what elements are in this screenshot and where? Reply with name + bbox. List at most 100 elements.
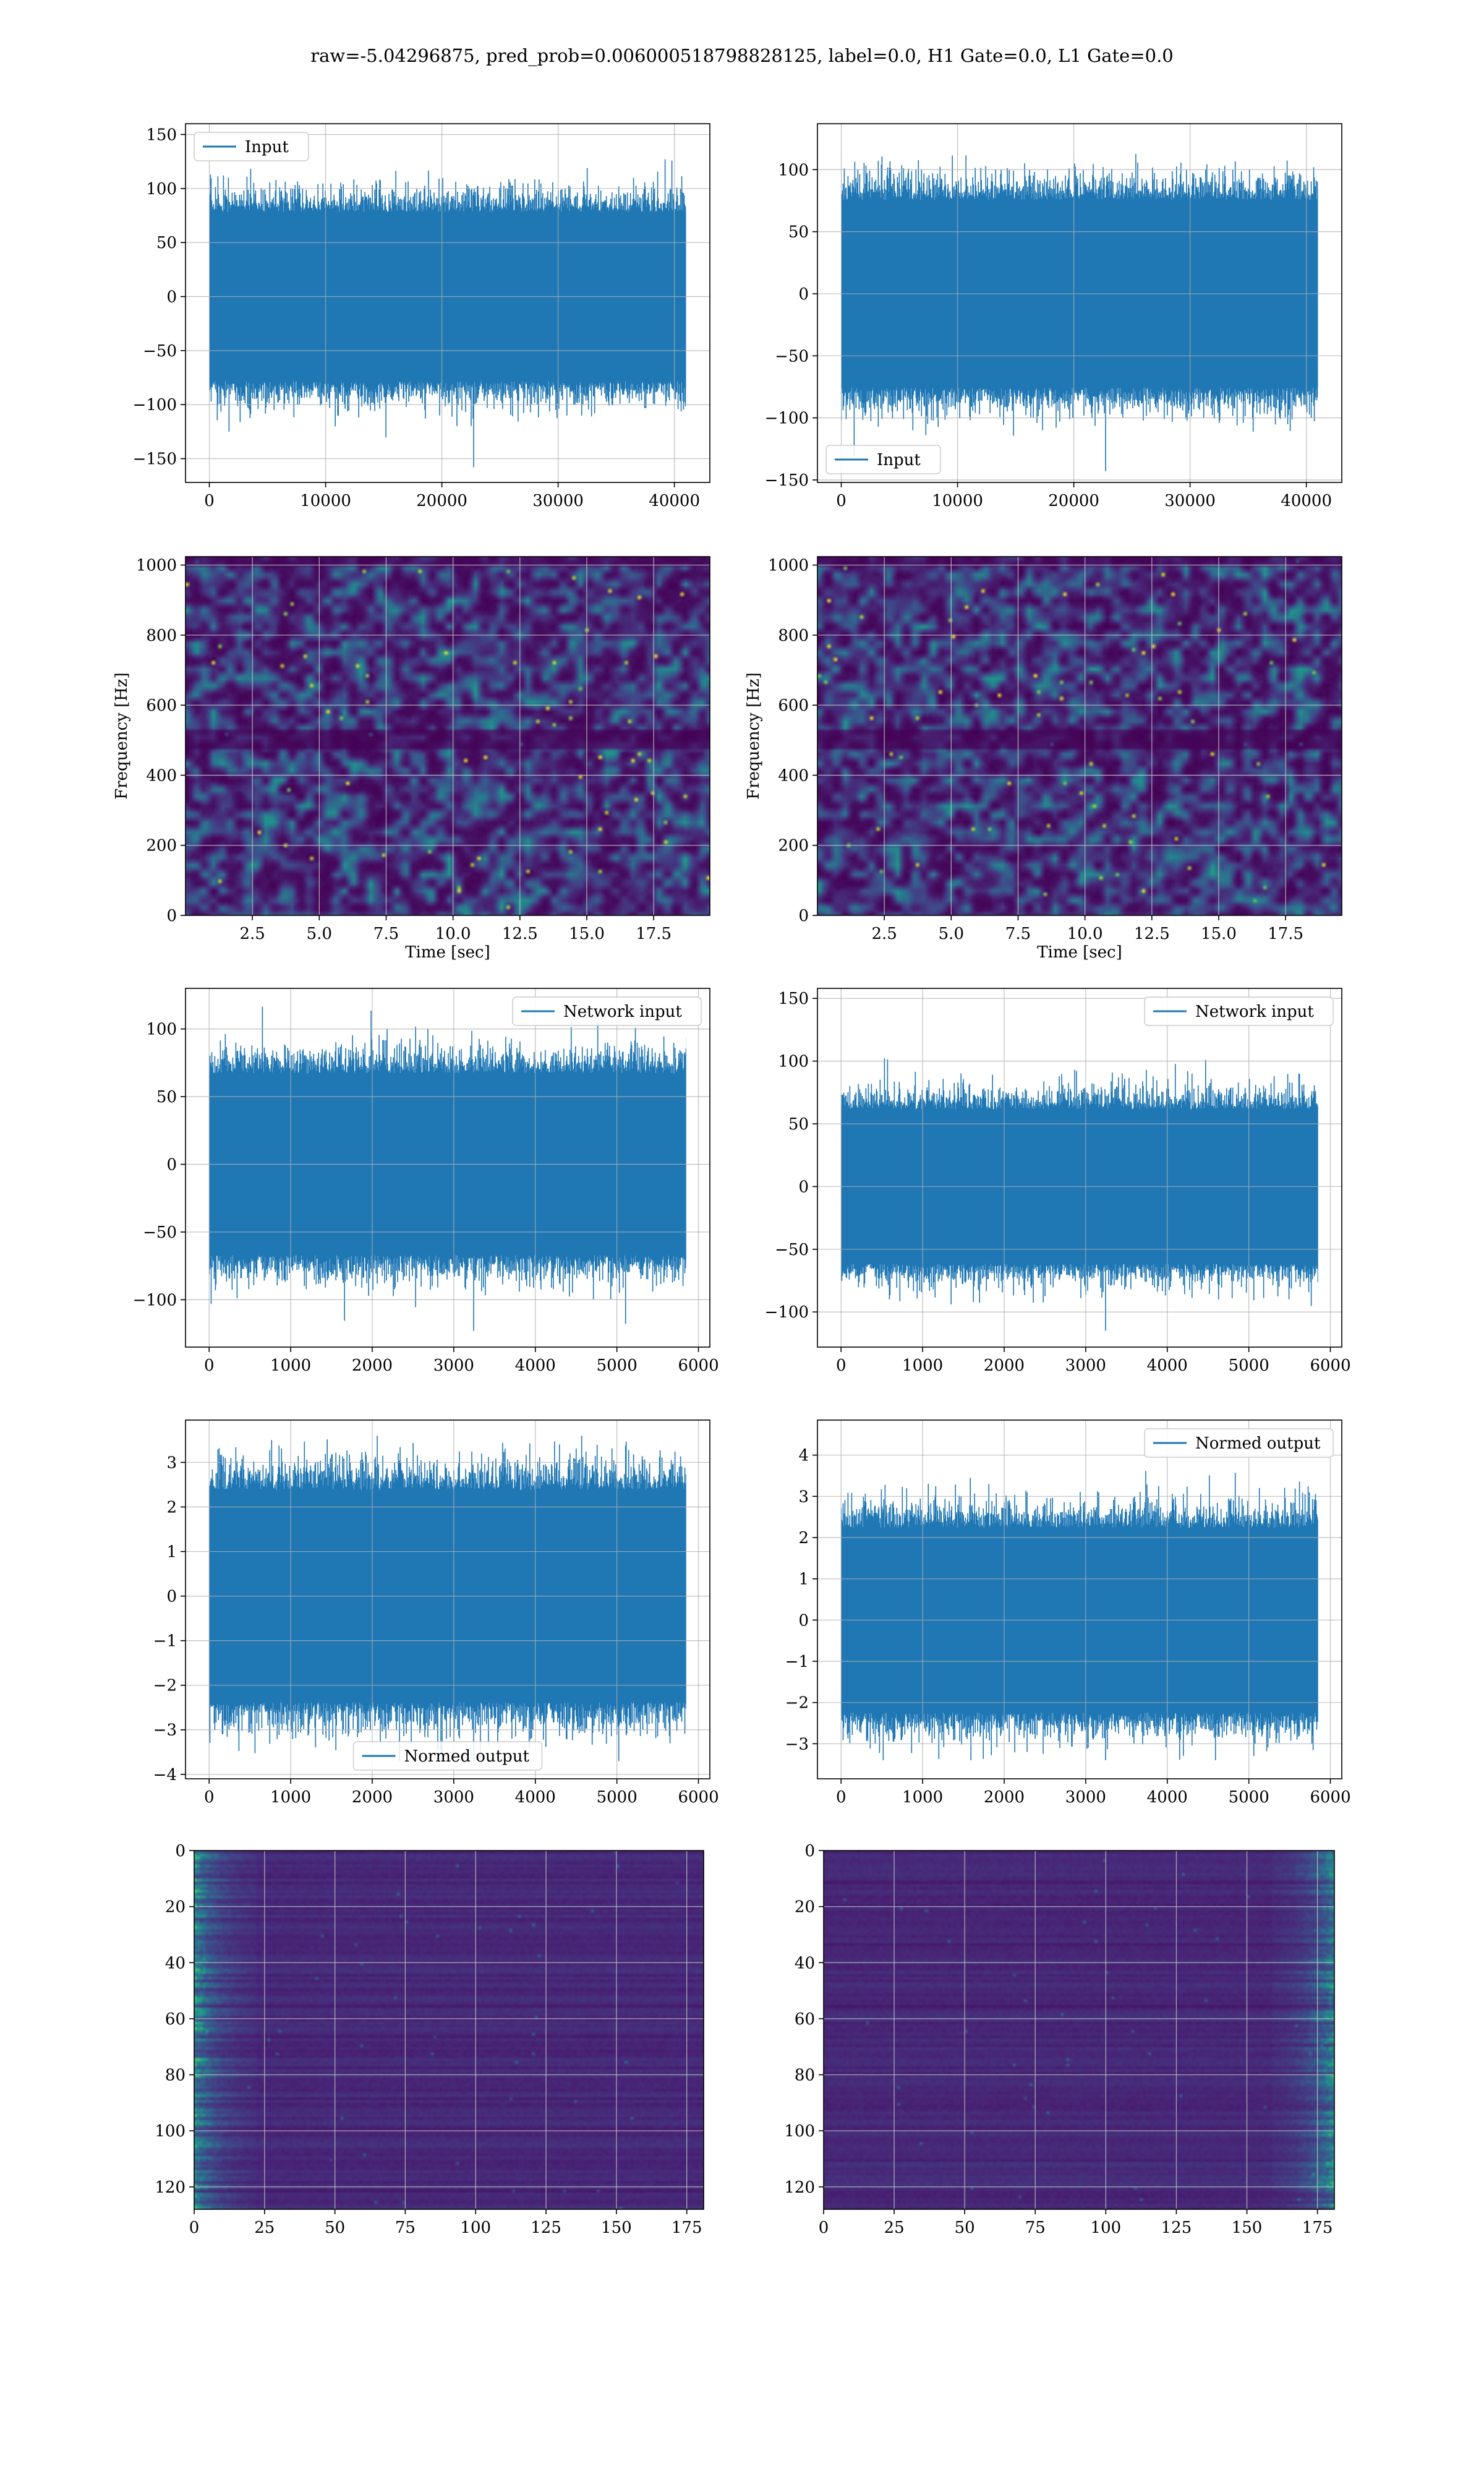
panel-p41: 0 25 50 75 100 125 150 175 0 20 40 60 80 100 120 [784,1842,1335,2237]
y-tick-label: −2 [785,1694,809,1713]
x-tick-label: 4000 [515,1788,556,1807]
panel-p10: 2.5 5.0 7.5 10.0 12.5 15.0 17.5 0 200 400 600 800 10… [113,556,710,962]
panel-p20: 0 1000 2000 3000 4000 5000 6000 −100 −50 0 50 100 Ne… [133,988,719,1375]
y-tick-label: 100 [784,2122,815,2141]
x-tick-label: 15.0 [1201,925,1237,943]
panel-p01: 0 10000 20000 30000 40000 −150 −100 −50 0 50 100 In… [765,123,1342,510]
legend-box [352,1741,543,1771]
x-tick-label: 3000 [1065,1788,1106,1807]
x-tick-label: 5.0 [307,925,332,943]
x-tick-label: 25 [254,2219,275,2237]
y-tick-label: 0 [166,1156,177,1175]
y-axis-label: Frequency [Hz] [744,672,763,800]
y-tick-label: 50 [156,1088,177,1106]
y-tick-label: 100 [146,180,177,199]
x-tick-label: 7.5 [1005,925,1031,943]
y-tick-label: 0 [166,1588,177,1606]
legend: Normed output [1144,1428,1334,1458]
x-tick-label: 3000 [1065,1356,1106,1375]
x-tick-label: 175 [1302,2219,1333,2237]
x-tick-label: 3000 [433,1788,474,1807]
x-tick-label: 0 [819,2219,829,2237]
panel-p21: 0 1000 2000 3000 4000 5000 6000 −100 −50 0 50 100 15… [765,988,1351,1375]
x-tick-label: 5000 [597,1356,638,1375]
y-tick-label: 1 [166,1543,177,1562]
y-tick-label: 80 [795,2066,815,2085]
y-tick-label: 120 [155,2178,186,2197]
y-tick-label: −100 [765,1303,809,1322]
y-tick-label: 800 [778,627,809,645]
legend-label: Network input [1195,1003,1314,1021]
y-tick-label: 50 [788,223,809,242]
x-tick-label: 0 [836,1356,846,1375]
y-tick-label: 2 [798,1529,809,1547]
y-tick-label: 3 [798,1487,809,1506]
x-tick-label: 0 [836,1788,846,1807]
axes-frame [194,1850,704,2210]
y-tick-label: 1000 [768,557,809,575]
series-normed-output-line [841,1471,1318,1760]
y-tick-label: 0 [798,907,809,925]
y-tick-label: 200 [146,837,177,855]
y-tick-label: −50 [143,342,177,361]
y-tick-label: −4 [153,1766,177,1784]
x-tick-label: 7.5 [373,925,399,943]
x-axis-label: Time [sec] [405,943,490,962]
axes-frame [817,1419,1342,1779]
y-tick-label: 50 [156,234,177,252]
legend-box [1144,996,1334,1026]
x-tick-label: 75 [1025,2219,1046,2237]
x-tick-label: 5000 [597,1788,638,1807]
x-tick-label: 40000 [649,492,700,510]
x-tick-label: 1000 [902,1788,943,1807]
figure-title: raw=-5.04296875, pred_prob=0.00600051879… [310,45,1174,67]
x-tick-label: 5.0 [939,925,964,943]
y-tick-label: −3 [785,1735,809,1753]
x-tick-label: 15.0 [569,925,605,943]
y-tick-label: 1 [798,1570,809,1589]
legend-label: Input [877,451,921,469]
axes-frame [817,556,1342,916]
y-tick-label: 0 [166,288,177,307]
y-tick-label: 60 [165,2010,186,2029]
panel-p00: 0 10000 20000 30000 40000 −150 −100 −50 0 50 100 15… [133,123,710,510]
y-tick-label: 3 [166,1453,177,1472]
y-tick-label: 80 [165,2066,186,2085]
axes-frame [185,1419,710,1779]
y-tick-label: 0 [166,907,177,925]
x-tick-label: 75 [395,2219,416,2237]
legend-box [194,132,309,161]
x-tick-label: 10000 [932,492,983,510]
x-tick-label: 20000 [1048,492,1099,510]
y-tick-label: 600 [778,696,809,715]
spectrogram-heatmap-p10 [186,557,710,915]
y-tick-label: −2 [153,1677,177,1695]
y-tick-label: 0 [175,1842,186,1860]
panel-p11: 2.5 5.0 7.5 10.0 12.5 15.0 17.5 0 200 400 600 800 10… [744,556,1342,962]
x-tick-label: 6000 [678,1356,719,1375]
x-tick-label: 3000 [433,1356,474,1375]
legend: Input [825,445,941,474]
x-tick-label: 100 [1091,2219,1122,2237]
y-tick-label: −50 [775,1241,809,1259]
legend: Network input [512,996,702,1026]
x-tick-label: 2000 [352,1788,393,1807]
x-tick-label: 0 [204,1788,215,1807]
axes-frame [817,123,1342,483]
x-tick-label: 6000 [1310,1788,1350,1807]
legend-label: Normed output [404,1747,530,1766]
x-tick-label: 5000 [1229,1356,1269,1375]
legend-box [1144,1428,1334,1458]
x-tick-label: 30000 [532,492,584,510]
legend-label: Network input [563,1003,682,1021]
y-tick-label: 40 [795,1954,815,1972]
x-tick-label: 12.5 [502,925,538,943]
y-tick-label: −150 [765,471,809,490]
axes-frame [185,556,710,916]
y-tick-label: −3 [153,1721,177,1740]
panels: 0 10000 20000 30000 40000−150−100−5005010015… [113,123,1351,2237]
x-tick-label: 6000 [678,1788,719,1807]
x-tick-label: 100 [460,2219,491,2237]
y-tick-label: 100 [778,1053,809,1071]
panel-p31: 0 1000 2000 3000 4000 5000 6000 −3 −2 −1 0 1 2 3 4 Norm… [785,1419,1351,1807]
